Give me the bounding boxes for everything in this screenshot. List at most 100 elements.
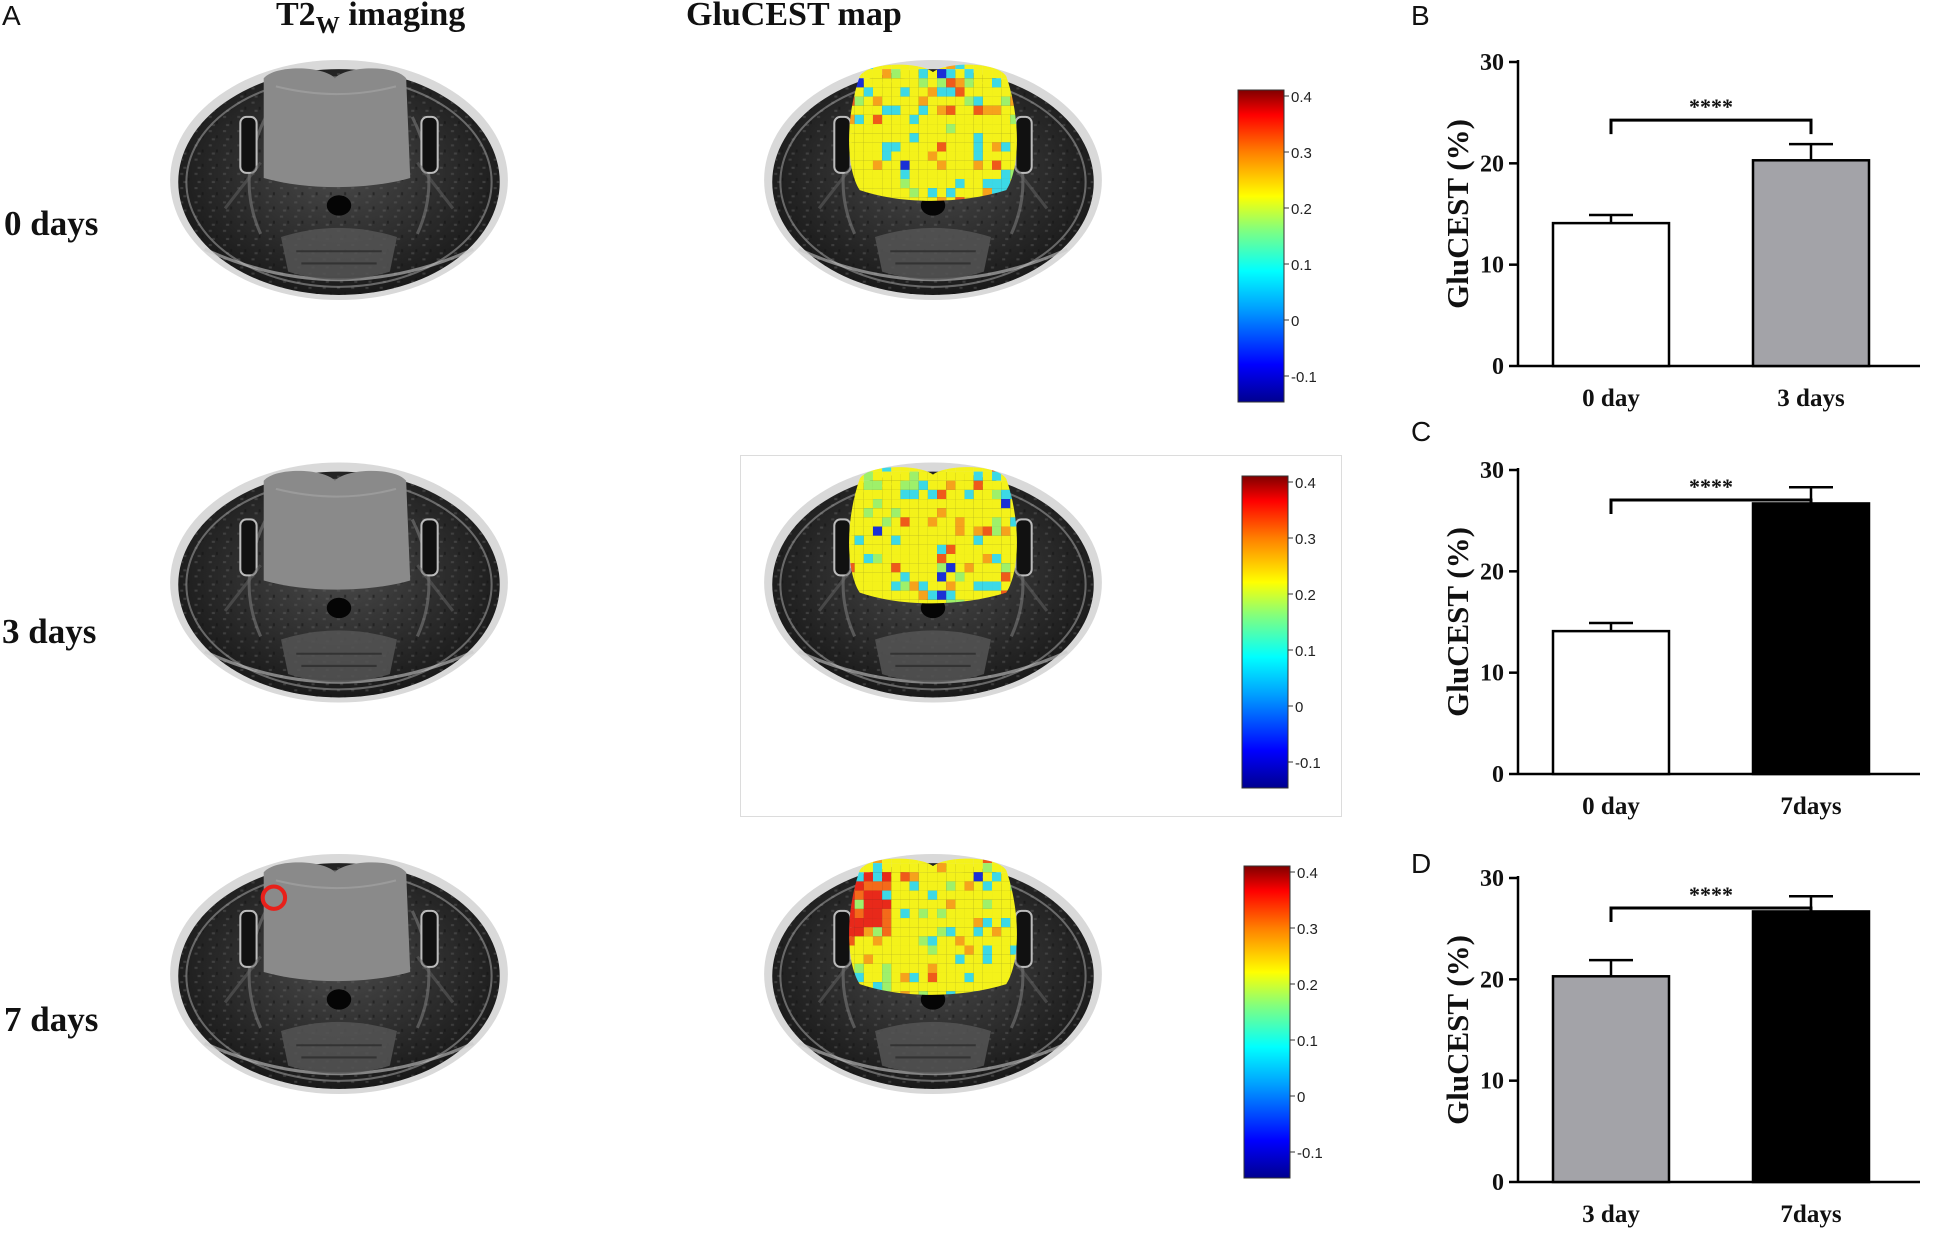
glucest-pixel — [1001, 858, 1011, 864]
glucest-pixel — [982, 508, 993, 518]
glucest-pixel — [964, 581, 974, 591]
glucest-pixel — [927, 197, 938, 201]
glucest-map-3-days — [762, 460, 1104, 705]
glucest-pixel — [863, 64, 873, 70]
glucest-pixel — [854, 124, 864, 134]
glucest-pixel — [992, 471, 1002, 481]
glucest-pixel — [982, 982, 993, 992]
glucest-pixel — [891, 982, 901, 992]
glucest-pixel — [927, 151, 938, 161]
glucest-pixel — [882, 467, 892, 472]
glucest-pixel — [854, 858, 864, 864]
glucest-pixel — [863, 178, 873, 189]
glucest-pixel — [863, 160, 873, 170]
bar — [1551, 975, 1671, 1184]
glucest-pixel — [918, 863, 928, 873]
bar — [1751, 910, 1871, 1184]
glucest-pixel — [1010, 151, 1017, 161]
glucest-pixel — [946, 908, 956, 919]
glucest-pixel — [973, 96, 983, 106]
glucest-pixel — [1001, 544, 1011, 555]
glucest-pixel — [992, 572, 1002, 582]
glucest-pixel — [1001, 572, 1011, 582]
glucest-pixel — [937, 142, 947, 152]
glucest-pixel — [882, 936, 892, 946]
glucest-pixel — [992, 544, 1002, 555]
glucest-pixel — [891, 945, 901, 955]
glucest-pixel — [937, 188, 947, 198]
glucest-pixel — [1001, 160, 1011, 170]
glucest-pixel — [900, 467, 910, 472]
glucest-pixel — [937, 572, 947, 582]
glucest-pixel — [927, 863, 938, 873]
glucest-pixel — [863, 936, 873, 946]
glucest-pixel — [955, 927, 965, 937]
glucest-pixel — [1001, 169, 1011, 179]
glucest-pixel — [1010, 105, 1017, 115]
glucest-pixel — [982, 78, 993, 88]
glucest-pixel — [900, 517, 910, 527]
glucest-pixel — [946, 197, 956, 201]
glucest-pixel — [946, 526, 956, 536]
glucest-pixel — [863, 927, 873, 937]
glucest-pixel — [946, 489, 956, 500]
glucest-pixel — [973, 963, 983, 973]
glucest-pixel — [918, 991, 928, 995]
glucest-pixel — [863, 188, 873, 198]
glucest-pixel — [900, 178, 910, 189]
glucest-pixel — [1001, 489, 1011, 500]
glucest-pixel — [854, 563, 864, 573]
glucest-pixel — [946, 590, 956, 600]
glucest-pixel — [964, 954, 974, 964]
glucest-pixel — [973, 480, 983, 490]
glucest-pixel — [927, 890, 938, 900]
glucest-pixel — [882, 908, 892, 919]
glucest-pixel — [849, 508, 855, 518]
glucest-pixel — [992, 78, 1002, 88]
glucest-pixel — [992, 581, 1002, 591]
glucest-pixel — [900, 563, 910, 573]
glucest-pixel — [973, 87, 983, 97]
glucest-pixel — [992, 982, 1002, 992]
glucest-pixel — [937, 78, 947, 88]
glucest-pixel — [982, 160, 993, 170]
glucest-pixel — [909, 954, 919, 964]
glucest-pixel — [863, 890, 873, 900]
glucest-pixel — [918, 489, 928, 500]
glucest-pixel — [1010, 563, 1017, 573]
glucest-pixel — [900, 908, 910, 919]
glucest-pixel — [992, 945, 1002, 955]
glucest-pixel — [872, 554, 883, 564]
glucest-pixel — [946, 64, 956, 70]
glucest-pixel — [927, 526, 938, 536]
glucest-pixel — [992, 963, 1002, 973]
glucest-pixel — [1001, 554, 1011, 564]
glucest-pixel — [882, 563, 892, 573]
glucest-pixel — [882, 87, 892, 97]
glucest-pixel — [1010, 124, 1017, 134]
glucest-pixel — [900, 169, 910, 179]
glucest-pixel — [973, 872, 983, 882]
glucest-pixel — [927, 471, 938, 481]
glucest-pixel — [863, 899, 873, 909]
glucest-pixel — [891, 963, 901, 973]
glucest-pixel — [982, 499, 993, 509]
y-tick-label: 10 — [1480, 253, 1504, 279]
glucest-pixel — [918, 581, 928, 591]
glucest-pixel — [882, 899, 892, 909]
glucest-pixel — [992, 881, 1002, 891]
glucest-pixel — [872, 581, 883, 591]
glucest-pixel — [946, 563, 956, 573]
glucest-pixel — [872, 517, 883, 527]
glucest-pixel — [982, 963, 993, 973]
glucest-pixel — [937, 918, 947, 928]
colorbar-tick-label: 0.2 — [1295, 587, 1316, 604]
glucest-pixel — [863, 69, 873, 79]
glucest-pixel — [849, 124, 855, 134]
glucest-pixel — [955, 599, 965, 604]
glucest-pixel — [854, 554, 864, 564]
glucest-pixel — [964, 858, 974, 864]
glucest-pixel — [964, 489, 974, 500]
glucest-pixel — [927, 169, 938, 179]
glucest-pixel — [854, 96, 864, 106]
